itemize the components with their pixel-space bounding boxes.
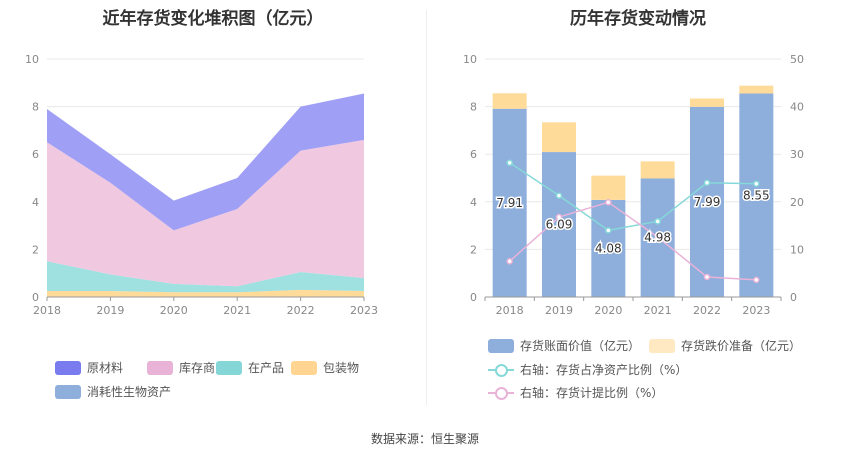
legend-swatch (216, 360, 242, 375)
line-point (703, 179, 711, 187)
x-tick-label: 2020 (160, 304, 188, 317)
bar-book-value (542, 152, 576, 297)
y-tick-label: 4 (32, 196, 39, 209)
y2-tick-label: 0 (790, 291, 797, 304)
bar-impairment (591, 175, 626, 200)
bar-value-label: 6.09 (546, 218, 573, 232)
y2-tick-label: 30 (790, 148, 804, 161)
x-tick-label: 2022 (693, 304, 721, 317)
y-tick-label: 6 (32, 148, 39, 161)
chart-divider (426, 10, 427, 405)
legend-item-biological-assets[interactable]: 消耗性生物资产 (55, 383, 171, 400)
legend-item-inventory-ratio[interactable]: 右轴：存货占净资产比例（%） (488, 361, 687, 378)
legend-label: 右轴：存货占净资产比例（%） (520, 363, 688, 377)
y2-tick-label: 40 (790, 101, 804, 114)
legend-item-packaging[interactable]: 包装物 (291, 359, 359, 376)
x-tick-label: 2023 (350, 304, 378, 317)
stacked-area-chart: 0 2 4 6 8 10 2018 2019 2020 2021 2022 2023 (25, 53, 378, 317)
line-series-1 (509, 201, 757, 281)
legend-label: 原材料 (87, 361, 124, 375)
line-point (753, 276, 760, 284)
x-tick-label: 2020 (594, 304, 622, 317)
area-在产品 (47, 261, 364, 293)
legend-item-raw-materials[interactable]: 原材料 (55, 359, 123, 376)
line-point (753, 180, 760, 187)
x-tick-label: 2021 (223, 304, 251, 317)
x-tick-label: 2023 (742, 304, 770, 317)
line-point (654, 233, 661, 241)
legend-label: 存货账面价值（亿元） (520, 339, 641, 353)
y-tick-label: 8 (32, 101, 39, 114)
bar-value-label: 8.55 (743, 188, 770, 202)
legend-swatch (55, 384, 81, 399)
legend-label: 消耗性生物资产 (87, 385, 172, 399)
legend-swatch (147, 360, 173, 375)
legend-label: 存货跌价准备（亿元） (681, 339, 802, 353)
bar-impairment (739, 85, 774, 94)
right-chart-title: 历年存货变动情况 (570, 9, 706, 29)
y-tick-label: 0 (32, 291, 39, 304)
x-tick-label: 2019 (96, 304, 124, 317)
y2-tick-label: 50 (790, 53, 804, 66)
legend-line-marker (488, 386, 514, 400)
legend-label: 在产品 (248, 361, 285, 375)
bar-impairment (542, 122, 576, 153)
y-tick-label: 10 (463, 53, 477, 66)
y2-tick-label: 10 (790, 243, 804, 256)
x-tick-label: 2018 (33, 304, 61, 317)
legend-swatch (649, 338, 675, 353)
line-point (555, 213, 563, 221)
legend-item-work-in-progress[interactable]: 在产品 (216, 359, 284, 376)
legend-swatch (291, 360, 317, 375)
y-tick-label: 0 (470, 291, 477, 304)
legend-swatch (488, 338, 514, 353)
line-point (506, 159, 513, 167)
area-库存商品 (47, 139, 364, 287)
area-包装物 (47, 289, 364, 297)
bar-impairment (492, 93, 527, 109)
bar-value-label: 7.91 (496, 196, 523, 210)
legend-line-marker (488, 363, 514, 377)
y-tick-label: 2 (470, 243, 477, 256)
line-series-0 (509, 162, 757, 232)
legend-swatch (55, 360, 81, 375)
bar-value-label: 4.08 (595, 241, 622, 255)
legend-item-finished-goods[interactable]: 库存商品 (147, 359, 227, 376)
y2-tick-label: 20 (790, 196, 804, 209)
legend-item-impairment[interactable]: 存货跌价准备（亿元） (649, 337, 801, 354)
x-tick-label: 2021 (644, 304, 672, 317)
left-chart-title: 近年存货变化堆积图（亿元） (102, 9, 324, 29)
line-point (506, 258, 513, 265)
bar-value-label: 7.99 (694, 195, 721, 209)
line-point (703, 273, 711, 281)
x-tick-label: 2019 (545, 304, 573, 317)
area-原材料 (47, 93, 364, 231)
inventory-bar-line-chart: 0 2 4 6 8 10 0 10 20 30 40 50 7.91 6.09 4.08 4.98 7.99 8.… (463, 53, 804, 317)
y-tick-label: 2 (32, 243, 39, 256)
line-point (654, 218, 661, 225)
line-point (605, 199, 612, 206)
legend-item-provision-ratio[interactable]: 右轴：存货计提比例（%） (488, 384, 663, 401)
y-tick-label: 6 (470, 148, 477, 161)
y-tick-label: 10 (25, 53, 39, 66)
legend-item-book-value[interactable]: 存货账面价值（亿元） (488, 337, 640, 354)
x-tick-label: 2018 (496, 304, 524, 317)
y-tick-label: 4 (470, 196, 477, 209)
bar-book-value (690, 106, 724, 297)
bar-book-value (739, 93, 774, 297)
legend-label: 库存商品 (179, 361, 228, 375)
y-tick-label: 8 (470, 101, 477, 114)
bar-impairment (640, 161, 675, 179)
line-point (555, 192, 563, 199)
bar-value-label: 4.98 (644, 231, 671, 245)
line-point (605, 227, 612, 234)
data-source: 数据来源：恒生聚源 (370, 432, 479, 446)
bar-impairment (690, 98, 724, 107)
legend-label: 包装物 (323, 361, 360, 375)
bar-book-value (591, 199, 626, 297)
bar-book-value (492, 108, 527, 297)
x-tick-label: 2022 (287, 304, 315, 317)
legend-label: 右轴：存货计提比例（%） (520, 386, 664, 400)
